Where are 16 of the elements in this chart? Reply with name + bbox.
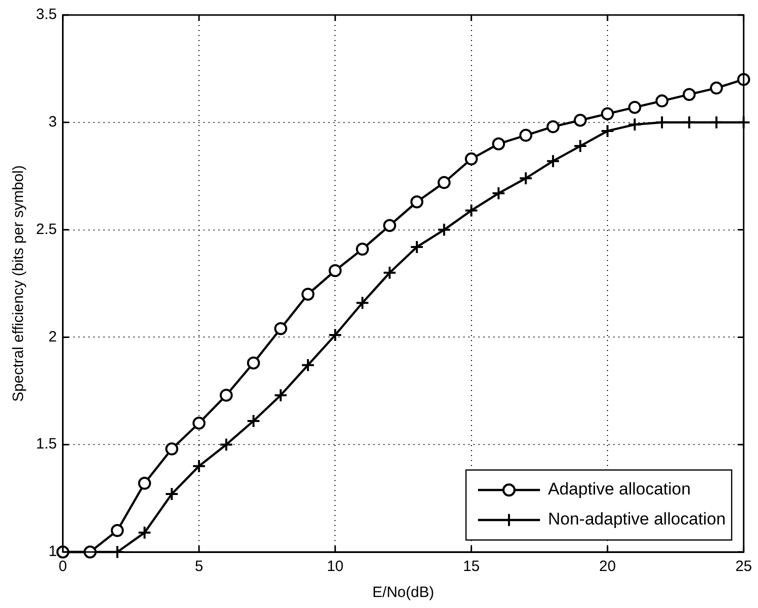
legend-label: Adaptive allocation [548,480,691,499]
y-tick-label: 2.5 [36,220,57,238]
x-tick-label: 15 [462,558,480,576]
x-tick-label: 0 [58,558,68,576]
y-tick-label: 2 [48,328,57,346]
x-axis-title: E/No(dB) [372,584,434,602]
y-tick-label: 3 [48,114,57,131]
x-tick-label: 25 [735,558,752,576]
y-tick-label: 3.5 [36,6,57,24]
y-tick-label: 1 [48,543,57,560]
x-tick-label: 20 [599,558,616,576]
y-axis-title: Spectral efficiency (bits per symbol) [10,165,28,402]
x-tick-label: 10 [326,558,344,576]
y-tick-label: 1.5 [36,436,57,453]
x-tick-label: 5 [194,558,204,576]
legend-label: Non-adaptive allocation [548,510,726,529]
